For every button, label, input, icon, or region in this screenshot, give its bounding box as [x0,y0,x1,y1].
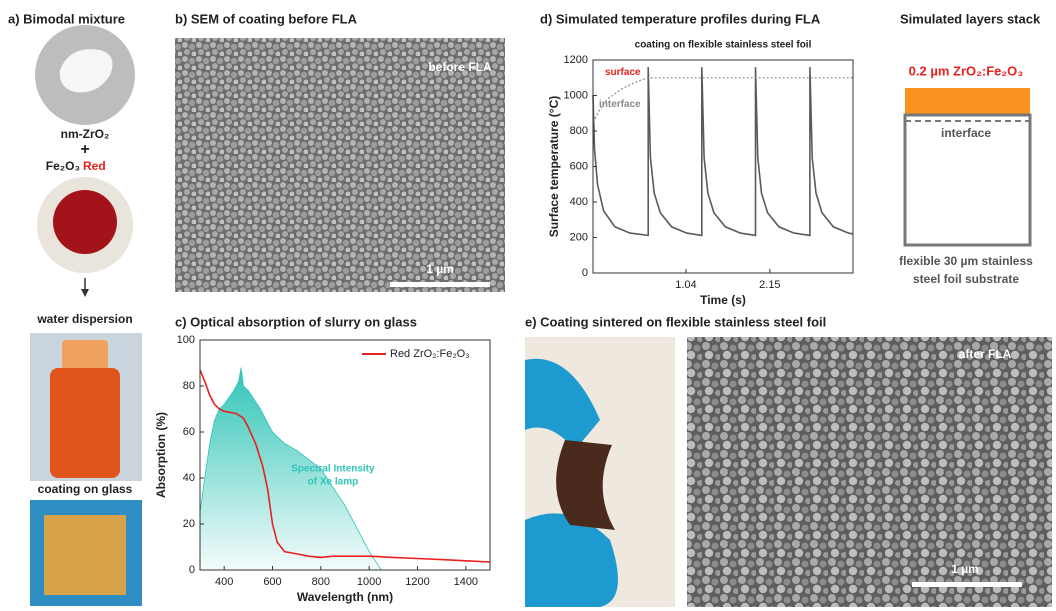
scale-label: 1 µm [951,562,979,576]
label: coating on glass [38,482,133,496]
y-tick-label: 0 [189,564,195,576]
cap [62,340,108,370]
annotation: Spectral Intensity [291,463,375,474]
panel-title: b) SEM of coating before FLA [175,11,358,26]
x-tick-label: 800 [312,576,330,588]
label: water dispersion [36,312,132,326]
figure: a) Bimodal mixture nm-ZrO₂ + Fe₂O₃ Red w… [0,0,1056,611]
annotation: of Xe lamp [308,476,359,487]
powder [53,190,117,254]
y-tick-label: 1200 [564,54,588,66]
y-tick-label: 100 [177,334,195,346]
x-axis-label: Time (s) [700,293,746,307]
y-tick-label: 40 [183,472,195,484]
label: + [80,141,89,158]
y-axis-label: Absorption (%) [154,412,168,498]
x-tick-label: 1400 [454,576,478,588]
image-label: before FLA [428,60,492,74]
series-label: surface [605,67,641,78]
x-tick-label: 2.15 [759,279,780,291]
chart-title: c) Optical absorption of slurry on glass [175,314,417,329]
x-tick-label: 1.04 [675,279,696,291]
x-axis-label: Wavelength (nm) [297,590,393,604]
line [593,67,853,235]
layer-label: steel foil substrate [913,272,1019,286]
label: Red [83,159,106,173]
panel-title: e) Coating sintered on flexible stainles… [525,314,826,329]
scale-label: 1 µm [426,262,454,276]
plot-frame [593,60,853,273]
y-tick-label: 600 [570,160,588,172]
label: nm-ZrO₂ [61,127,110,141]
y-tick-label: 60 [183,426,195,438]
y-tick-label: 20 [183,518,195,530]
panel-title: a) Bimodal mixture [8,11,125,26]
chart-subtitle: coating on flexible stainless steel foil [635,40,812,51]
image-label: after FLA [959,347,1012,361]
glass [44,515,126,595]
scale-bar [912,582,1022,587]
layer-label: interface [941,126,991,140]
panel-title: Simulated layers stack [900,11,1041,26]
arrow-head [81,289,89,297]
layer-label: flexible 30 µm stainless [899,254,1033,268]
sem-image [687,337,1052,607]
legend-label: Red ZrO₂:Fe₂O₃ [390,348,470,360]
chart-title: d) Simulated temperature profiles during… [540,11,821,26]
series-label: interface [599,99,641,110]
bottle [50,368,120,478]
page: a) Bimodal mixture nm-ZrO₂ + Fe₂O₃ Red w… [0,0,1056,611]
x-tick-label: 600 [263,576,281,588]
y-tick-label: 800 [570,125,588,137]
label: Fe₂O₃ [46,159,80,173]
y-tick-label: 1000 [564,89,588,101]
y-tick-label: 0 [582,267,588,279]
layer-label: 0.2 µm ZrO₂:Fe₂O₃ [909,63,1024,78]
y-tick-label: 400 [570,196,588,208]
y-tick-label: 200 [570,231,588,243]
x-tick-label: 400 [215,576,233,588]
y-tick-label: 80 [183,380,195,392]
x-tick-label: 1000 [357,576,381,588]
coating-layer [905,88,1030,115]
x-tick-label: 1200 [405,576,429,588]
y-axis-label: Surface temperature (°C) [547,96,561,238]
sem-image [175,38,505,292]
scale-bar [390,282,490,287]
